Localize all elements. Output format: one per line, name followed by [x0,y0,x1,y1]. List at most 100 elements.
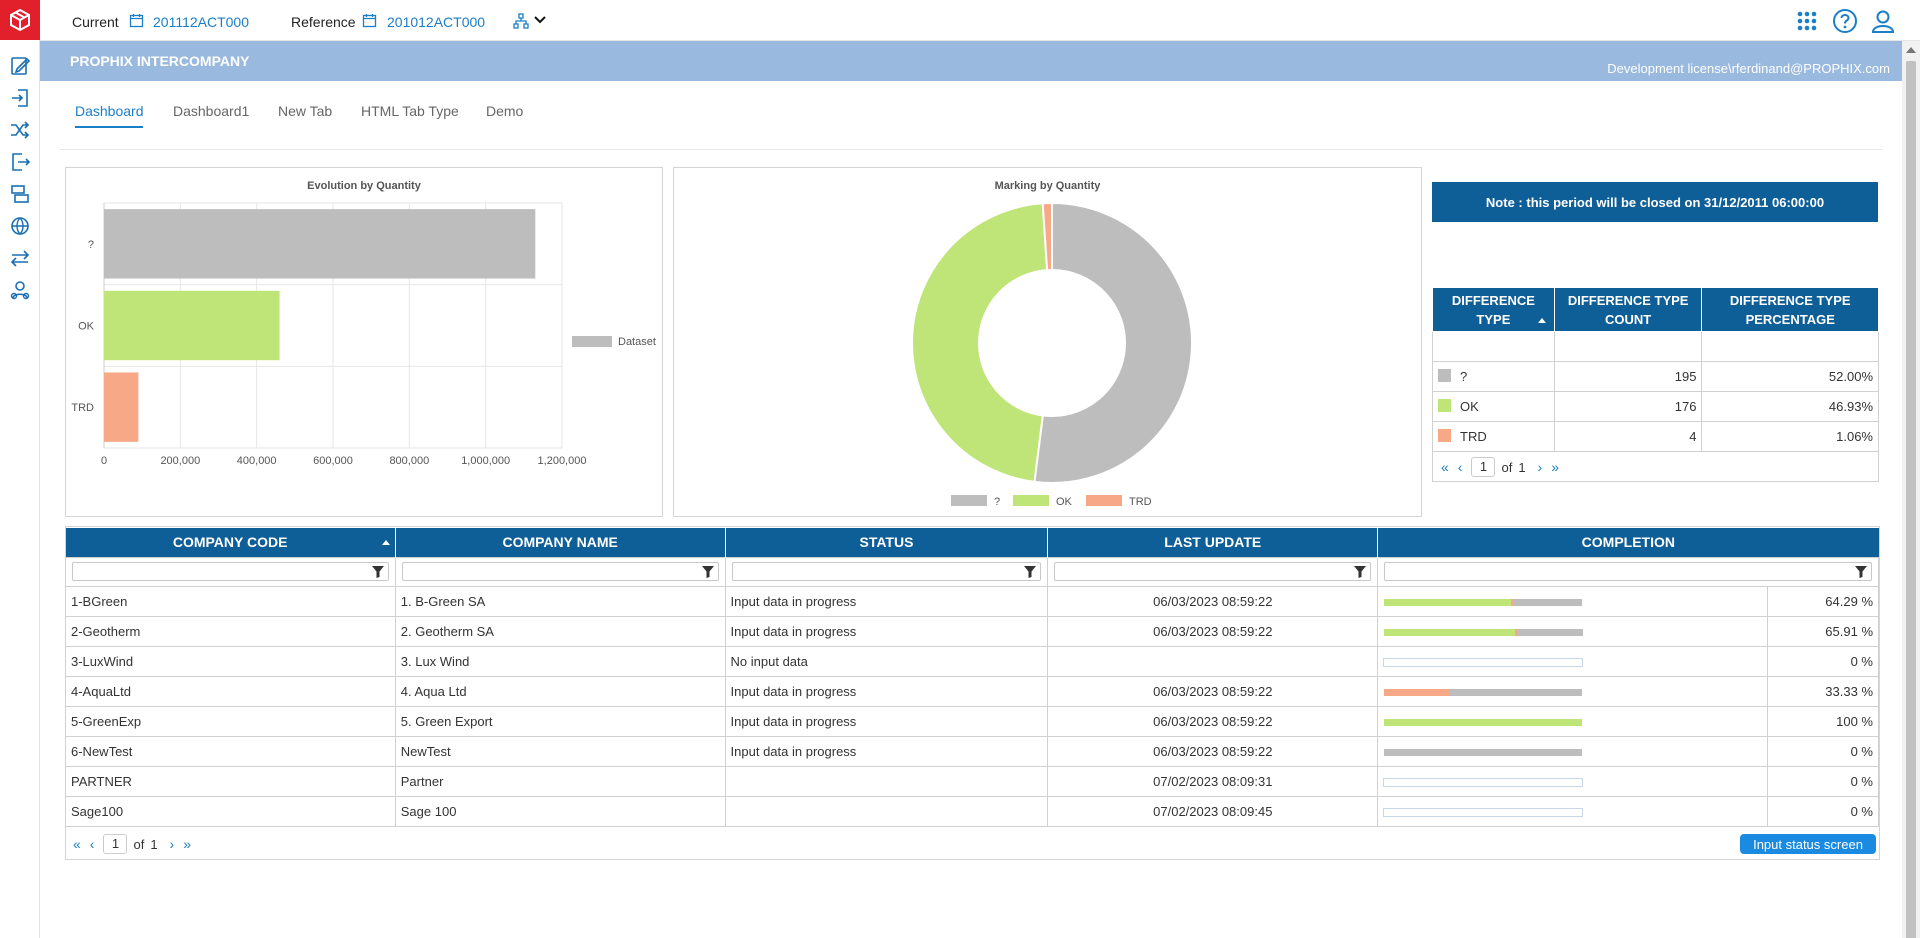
help-icon[interactable] [1831,7,1859,35]
filter-company-name-input[interactable] [401,562,719,581]
completion-progress-bar [1383,597,1584,607]
input-status-screen-button[interactable]: Input status screen [1740,834,1876,854]
scroll-up-arrow-icon[interactable] [1906,47,1916,53]
last-update-cell: 06/03/2023 08:59:22 [1047,585,1379,617]
bar-chart-panel: Evolution by Quantity 0 200,000 400,000 600… [65,167,663,517]
filter-status-input[interactable] [731,562,1042,581]
last-page-icon[interactable]: » [1551,459,1560,475]
difference-type-cell: ? [1432,361,1555,392]
completion-value-cell: 65.91 % [1767,615,1879,647]
export-icon[interactable] [7,149,33,175]
difference-type-cell: OK [1432,391,1555,422]
completion-progress-bar [1383,657,1584,667]
filter-icon[interactable] [701,566,714,578]
vertical-scrollbar[interactable] [1902,41,1920,938]
table-row[interactable]: 4-AquaLtd 4. Aqua Ltd Input data in progre… [65,675,1879,707]
completion-value-cell: 33.33 % [1767,675,1879,707]
filter-cell [394,556,726,587]
first-page-icon[interactable]: « [1441,459,1449,475]
tab-dashboard[interactable]: Dashboard [75,103,144,119]
col-company-code[interactable]: COMPANY CODE [65,528,396,557]
progress-segment-rest [1517,628,1584,636]
y-category-label: TRD [71,402,94,414]
next-page-icon[interactable]: › [169,836,175,852]
calendar-icon[interactable] [129,13,144,28]
sort-asc-icon [1537,318,1546,323]
page-number-input[interactable]: 1 [1471,457,1496,477]
reference-period-value[interactable]: 201012ACT000 [387,14,486,30]
status-cell [724,795,1049,827]
filter-company-code-input[interactable] [72,562,389,581]
bar-ok [104,290,280,361]
hierarchy-icon[interactable] [513,13,529,29]
difference-percentage-cell: 1.06% [1701,421,1879,452]
donut-slice-ok [911,202,1049,484]
progress-segment-trd [1511,598,1514,606]
transfer-icon[interactable] [7,245,33,271]
current-label: Current [72,14,119,30]
org-users-icon[interactable] [7,277,33,303]
difference-table-pager: « ‹ 1 of 1 › » [1441,457,1568,477]
col-difference-type[interactable]: DIFFERENCE TYPE [1432,287,1555,332]
page-number-input[interactable]: 1 [103,834,128,854]
difference-table-footer [1432,446,1879,482]
table-row[interactable]: TRD 4 1.06% [1432,421,1879,452]
col-last-update[interactable]: LAST UPDATE [1047,528,1379,557]
last-page-icon[interactable]: » [183,836,192,852]
y-category-label: ? [88,239,94,251]
prev-page-icon[interactable]: ‹ [89,836,95,852]
calendar-icon[interactable] [362,13,377,28]
color-swatch [1438,399,1451,412]
table-row[interactable]: ? 195 52.00% [1432,361,1879,392]
filter-icon[interactable] [371,566,384,578]
col-difference-type-percentage[interactable]: DIFFERENCE TYPE PERCENTAGE [1701,287,1879,332]
progress-segment-ok [1384,718,1583,726]
next-page-icon[interactable]: › [1537,459,1543,475]
completion-bar-cell [1377,795,1769,827]
filter-completion-input[interactable] [1384,562,1872,581]
progress-segment-ok [1384,628,1516,636]
filter-icon[interactable] [1354,566,1367,578]
col-difference-type-count[interactable]: DIFFERENCE TYPE COUNT [1553,287,1703,332]
table-row[interactable]: 3-LuxWind 3. Lux Wind No input data 0 % [65,645,1879,677]
shuffle-icon[interactable] [7,117,33,143]
tab-html-tab-type[interactable]: HTML Tab Type [361,103,459,119]
first-page-icon[interactable]: « [73,836,81,852]
apps-grid-icon[interactable] [1793,7,1821,35]
filter-last-update-input[interactable] [1054,562,1372,581]
tab-new-tab[interactable]: New Tab [278,103,333,119]
filter-icon[interactable] [1024,566,1037,578]
chevron-down-icon[interactable] [533,13,547,27]
difference-type-label: TRD [1460,429,1487,444]
last-update-cell: 06/03/2023 08:59:22 [1047,735,1379,767]
import-icon[interactable] [7,85,33,111]
completion-progress-bar [1383,627,1584,637]
filter-cell [65,556,396,587]
tab-dashboard1[interactable]: Dashboard1 [173,103,250,119]
user-icon[interactable] [1869,7,1897,35]
company-code-cell: 3-LuxWind [65,645,396,677]
prev-page-icon[interactable]: ‹ [1457,459,1463,475]
donut-slice-unknown [1033,201,1193,484]
table-row[interactable]: 1-BGreen 1. B-Green SA Input data in progr… [65,585,1879,617]
table-row[interactable]: 5-GreenExp 5. Green Export Input data in p… [65,705,1879,737]
col-status[interactable]: STATUS [725,528,1049,557]
globe-icon[interactable] [7,213,33,239]
scrollbar-thumb[interactable] [1906,61,1916,938]
table-row[interactable]: 2-Geotherm 2. Geotherm SA Input data in pr… [65,615,1879,647]
col-completion[interactable]: COMPLETION [1377,528,1879,557]
tab-demo[interactable]: Demo [486,103,524,119]
completion-bar-cell [1377,615,1769,647]
table-row[interactable]: PARTNER Partner 07/02/2023 08:09:31 0 % [65,765,1879,797]
table-row[interactable]: Sage100 Sage 100 07/02/2023 08:09:45 0 % [65,795,1879,827]
pager-of-label: of [1501,459,1513,475]
current-period-value[interactable]: 201112ACT000 [153,14,249,30]
prophix-logo-icon[interactable] [0,0,40,40]
tabs-divider [60,149,1883,150]
col-company-name[interactable]: COMPANY NAME [395,528,726,557]
table-row[interactable]: OK 176 46.93% [1432,391,1879,422]
edit-form-icon[interactable] [7,53,33,79]
layers-icon[interactable] [7,181,33,207]
table-row[interactable]: 6-NewTest NewTest Input data in progress 06… [65,735,1879,767]
filter-icon[interactable] [1855,566,1867,578]
